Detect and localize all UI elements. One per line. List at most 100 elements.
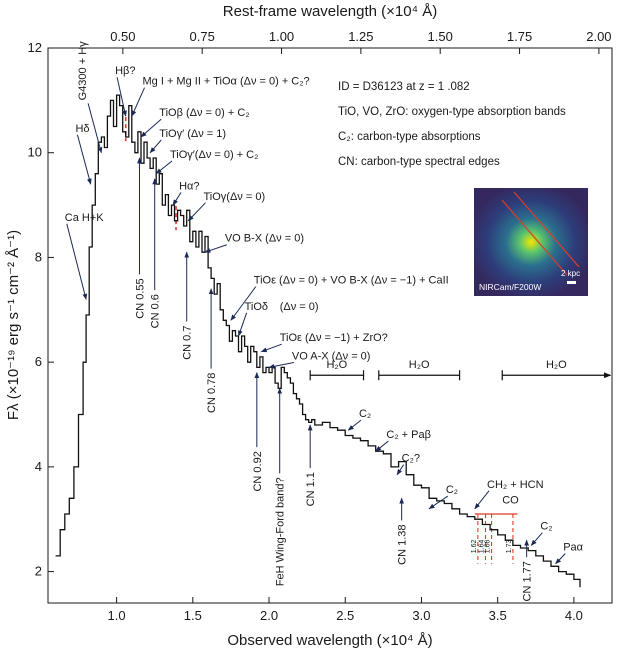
top-x-axis: 0.50 0.75 1.00 1.25 1.50 1.75 2.00 <box>110 29 612 54</box>
inset-background <box>474 188 588 296</box>
feature-arrow <box>555 553 566 565</box>
cn-edge-annotations: CN 0.55 CN 0.6 CN 0.7 CN 0.78 CN 0.92 FeH Win… <box>134 157 534 601</box>
top-axis-title: Rest-frame wavelength (×10⁴ Å) <box>223 3 437 20</box>
y-tick-label: 8 <box>35 249 42 264</box>
cn-label: FeH Wing-Ford band? <box>275 477 287 586</box>
x-axis-title: Observed wavelength (×10⁴ Å) <box>227 632 432 649</box>
feature-label: Hα? <box>179 180 199 192</box>
x-axis: 1.0 1.5 2.0 2.5 3.0 3.5 4.0 <box>108 597 583 623</box>
feature-arrow <box>155 160 173 175</box>
feature-arrow <box>530 532 543 546</box>
top-tick-label: 2.00 <box>586 29 611 44</box>
water-band-label: H₂O <box>326 359 347 371</box>
feature-label: TiOγ(Δν = 0) <box>203 191 265 203</box>
feature-arrow <box>268 362 294 369</box>
feature-arrow <box>76 134 92 185</box>
feature-label: CH₂ + HCN <box>487 479 544 491</box>
feature-arrow <box>131 87 145 117</box>
x-tick-label: 1.5 <box>184 608 202 623</box>
y-tick-label: 10 <box>28 145 42 160</box>
scale-label: 2 kpc <box>561 269 580 278</box>
top-tick-label: 1.00 <box>269 29 294 44</box>
cn-label: CN 0.55 <box>134 278 146 318</box>
top-tick-label: 1.25 <box>348 29 373 44</box>
feature-arrow <box>149 139 162 154</box>
x-tick-label: 2.5 <box>336 608 354 623</box>
feature-label: TiOε (Δν = 0) + VO B-X (Δν = −1) + CaII <box>254 275 449 287</box>
water-band-label: H₂O <box>546 359 567 371</box>
info-line: C₂: carbon-type absorptions <box>338 131 481 143</box>
y-tick-label: 4 <box>35 459 42 474</box>
feature-arrow <box>396 464 405 476</box>
cn-label: CN 0.7 <box>182 326 194 360</box>
slit-line <box>513 191 580 268</box>
feature-label: CO <box>502 495 519 507</box>
x-tick-label: 1.0 <box>108 608 126 623</box>
info-block: ID = D36123 at z = 1 .082 TiO, VO, ZrO: … <box>338 81 566 168</box>
y-tick-label: 6 <box>35 354 42 369</box>
info-line: TiO, VO, ZrO: oxygen-type absorption ban… <box>338 106 566 118</box>
feature-arrow <box>260 343 282 353</box>
feature-arrow <box>204 244 227 253</box>
y-tick-label: 2 <box>35 564 42 579</box>
cn-label: CN 0.78 <box>206 373 218 413</box>
feature-label: (Δν = 0) <box>280 301 319 313</box>
feature-label: TiOε (Δν = −1) + ZrO? <box>280 332 388 344</box>
feature-arrow <box>187 202 206 222</box>
feature-label: Paα <box>563 542 583 554</box>
cn-label: CN 0.6 <box>150 294 162 328</box>
x-tick-label: 3.5 <box>489 608 507 623</box>
feature-label: C₂ <box>359 408 371 420</box>
feature-label: TiOδ <box>245 301 268 313</box>
feature-label: TiOβ (Δν = 0) + C₂ <box>159 107 249 119</box>
feature-label: VO B-X (Δν = 0) <box>225 233 304 245</box>
feature-label: C₂ <box>540 521 552 533</box>
slit-line <box>501 199 568 276</box>
spectrum-line <box>55 94 581 588</box>
feature-label: C₂ + Paβ <box>386 429 431 441</box>
co-band-markers: 1.62 1.64 1.66 1.73 <box>471 513 518 564</box>
cn-label: CN 1.38 <box>397 524 409 564</box>
inset-label: NIRCam/F200W <box>479 282 541 292</box>
top-tick-label: 1.75 <box>507 29 532 44</box>
y-tick-label: 12 <box>28 40 42 55</box>
feature-label: C₂ <box>446 484 458 496</box>
cn-label: CN 1.1 <box>305 472 317 506</box>
feature-arrow <box>474 490 490 510</box>
feature-arrow <box>116 77 127 117</box>
info-line: CN: carbon-type spectral edges <box>338 156 500 168</box>
cn-label: CN 0.92 <box>252 451 264 491</box>
co-line-label: 1.66 <box>485 540 492 554</box>
top-tick-label: 0.50 <box>110 29 135 44</box>
feature-arrow <box>347 419 362 431</box>
co-line-label: 1.73 <box>506 540 513 554</box>
feature-label: TiOγ′ (Δν = 1) <box>159 128 226 140</box>
feature-label: TiOγ′(Δν = 0) + C₂ <box>170 149 258 161</box>
top-tick-label: 1.50 <box>428 29 453 44</box>
info-line: ID = D36123 at z = 1 .082 <box>338 81 470 93</box>
feature-label: Mg I + Mg II + TiOα (Δν = 0) + C₂? <box>143 76 310 88</box>
feature-annotations: Ca H+K Hδ G4300 + Hγ Hβ? Mg I + Mg II + TiOα… <box>65 41 584 565</box>
plot-frame <box>47 47 613 604</box>
feature-arrow <box>140 118 162 138</box>
feature-label: G4300 + Hγ <box>77 41 89 101</box>
cn-label: CN 1.77 <box>522 561 534 601</box>
top-tick-label: 0.75 <box>190 29 215 44</box>
co-line-label: 1.64 <box>478 540 485 554</box>
water-band-label: H₂O <box>409 359 430 371</box>
feature-label: Hβ? <box>115 65 135 77</box>
feature-arrow <box>66 223 88 300</box>
spectrum-series <box>55 94 581 588</box>
feature-arrow <box>172 192 182 206</box>
feature-arrow <box>87 103 103 154</box>
x-tick-label: 4.0 <box>565 608 583 623</box>
feature-arrow <box>238 312 248 337</box>
feature-arrow <box>428 495 449 510</box>
y-axis-title: Fλ (×10⁻¹⁹ erg s⁻¹ cm⁻² Å⁻¹) <box>5 230 22 420</box>
feature-arrow <box>375 440 389 452</box>
co-line-label: 1.62 <box>471 540 478 554</box>
x-tick-label: 2.0 <box>260 608 278 623</box>
feature-label: VO A-X (Δν = 0) <box>292 351 371 363</box>
inset-image: NIRCam/F200W 2 kpc <box>474 188 588 296</box>
